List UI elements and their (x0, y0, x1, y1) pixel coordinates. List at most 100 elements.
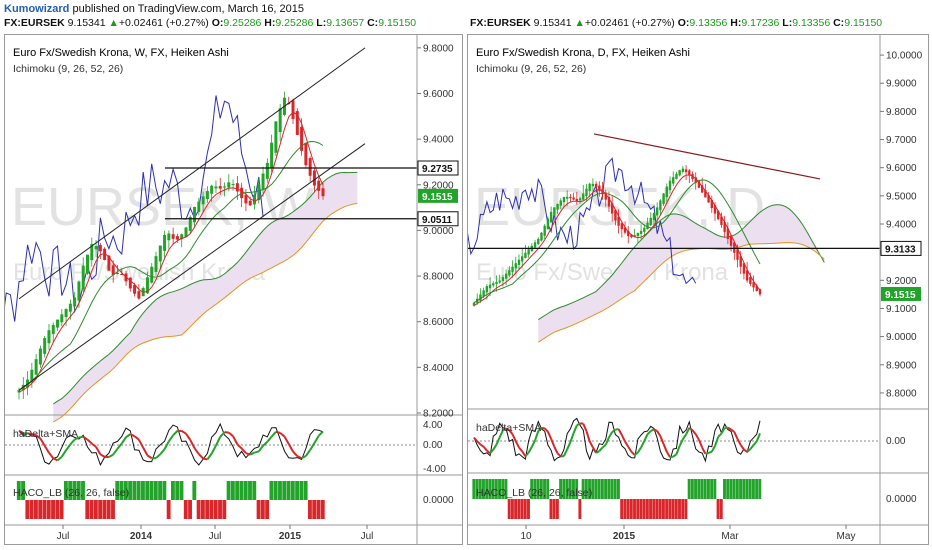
hadelta-sma-segment (514, 440, 520, 448)
y-tick-label: 9.7000 (886, 135, 917, 146)
haco-bar (514, 499, 518, 519)
y-tick-label: 9.9000 (886, 79, 917, 90)
hadelta-sma-segment (287, 443, 294, 453)
right-chart[interactable]: EURSEK, D Euro Fx/Swedish Krona 10.0000 9.… (454, 34, 929, 545)
candle-body (633, 235, 636, 237)
hadelta-sma-segment (736, 438, 742, 446)
candle-body (630, 234, 633, 238)
hadelta-sma-segment (99, 453, 106, 458)
haco-bar (623, 499, 627, 519)
hadelta-sma-segment (257, 445, 264, 453)
y-tick-label: 8.6000 (423, 317, 454, 328)
candle-body (643, 227, 646, 232)
hadelta-sma-segment (611, 428, 617, 433)
candle-body (745, 270, 749, 281)
left-quote-header: FX:EURSEK 9.15341 ▲+0.02461 (+0.27%) O:9… (4, 17, 416, 29)
hadelta-sma-segment (296, 455, 303, 460)
hadelta-sma-segment (701, 447, 707, 455)
candle-body (601, 189, 604, 195)
haco-label[interactable]: HACO_LB (26, 26, false) (476, 487, 592, 499)
candle-body (201, 196, 205, 205)
candle-body (723, 222, 726, 232)
hadelta-sma-segment (185, 433, 192, 441)
candle-body (492, 283, 495, 286)
candle-body (649, 217, 652, 226)
close-value: 9.15150 (378, 17, 417, 29)
candle-body (684, 169, 688, 173)
hadelta-sma-segment (202, 457, 208, 461)
haco-bar (713, 479, 717, 499)
haco-bar (89, 500, 94, 519)
candle-body (184, 227, 188, 237)
candle-body (278, 108, 282, 133)
candle-body (591, 183, 595, 187)
haco-bar (700, 479, 704, 499)
haco-bar (684, 499, 688, 519)
hadelta-sma-segment (82, 435, 89, 441)
left-chart[interactable]: EURSEK, W Euro Fx/Swedish Krona 9.8000 9.6… (1, 34, 463, 545)
hadelta-line (473, 417, 761, 463)
hadelta-sma-segment (749, 444, 755, 450)
haco-bar (742, 479, 746, 499)
candle-body (524, 252, 527, 259)
candle-body (300, 127, 304, 151)
symbol[interactable]: FX:EURSEK (4, 17, 65, 29)
hadelta-sma-segment (313, 435, 320, 444)
haco-bar (658, 499, 662, 519)
close-value: 9.15150 (844, 17, 883, 29)
haco-label[interactable]: HACO_LB (26, 26, false) (13, 487, 129, 499)
haco-bar (260, 500, 265, 519)
hadelta-sma-segment (717, 432, 723, 438)
candle-body (678, 170, 681, 176)
candle-body (582, 193, 585, 200)
haco-bar (530, 479, 534, 499)
haco-bar (162, 481, 167, 500)
low-value: 9.13657 (326, 17, 365, 29)
hadelta-sma-segment (739, 444, 745, 451)
haco-bar (527, 499, 530, 519)
oscillator-label[interactable]: haDelta+SMA (13, 428, 78, 440)
candle-body (205, 191, 209, 200)
hadelta-sma-segment (572, 425, 578, 434)
candle-body (694, 177, 697, 183)
hadelta-sma-segment (159, 448, 166, 455)
hadelta-sma-segment (650, 428, 655, 432)
hadelta-sma-segment (563, 448, 569, 457)
candle-body (549, 211, 553, 223)
hadelta-sma-segment (129, 433, 136, 438)
candle-body (317, 180, 321, 191)
candle-body (304, 142, 308, 166)
price-label: 9.3133 (885, 244, 916, 255)
author-name[interactable]: Kumowizard (4, 3, 70, 15)
symbol[interactable]: FX:EURSEK (470, 17, 531, 29)
candle-body (508, 270, 511, 276)
hadelta-sma-segment (39, 438, 46, 447)
indicator-label[interactable]: Ichimoku (9, 26, 52, 26) (476, 63, 586, 75)
haco-bar (494, 479, 498, 499)
hadelta-sma-segment (125, 433, 131, 439)
candle-body (86, 254, 90, 274)
hadelta-sma-segment (508, 429, 514, 435)
candle-body (556, 203, 559, 210)
oscillator-label[interactable]: haDelta+SMA (476, 422, 541, 434)
haco-bar (629, 499, 633, 519)
candle-body (713, 205, 717, 214)
hadelta-sma-segment (727, 426, 732, 431)
haco-bar (59, 500, 64, 519)
candle-body (295, 111, 299, 135)
candle-body (623, 227, 627, 233)
hadelta-sma-segment (755, 433, 761, 442)
haco-bar (588, 479, 591, 499)
haco-bar (158, 481, 163, 500)
y-tick-label: 9.5000 (886, 191, 917, 202)
watermark-symbol: EURSEK, D (474, 177, 765, 237)
hadelta-sma-segment (163, 440, 170, 450)
haco-bar (652, 499, 656, 519)
candle-body (562, 196, 566, 203)
indicator-label[interactable]: Ichimoku (9, 26, 52, 26) (13, 63, 123, 75)
hadelta-sma-segment (498, 429, 504, 438)
hadelta-sma-segment (60, 449, 67, 458)
x-tick-label: Jul (209, 531, 222, 542)
